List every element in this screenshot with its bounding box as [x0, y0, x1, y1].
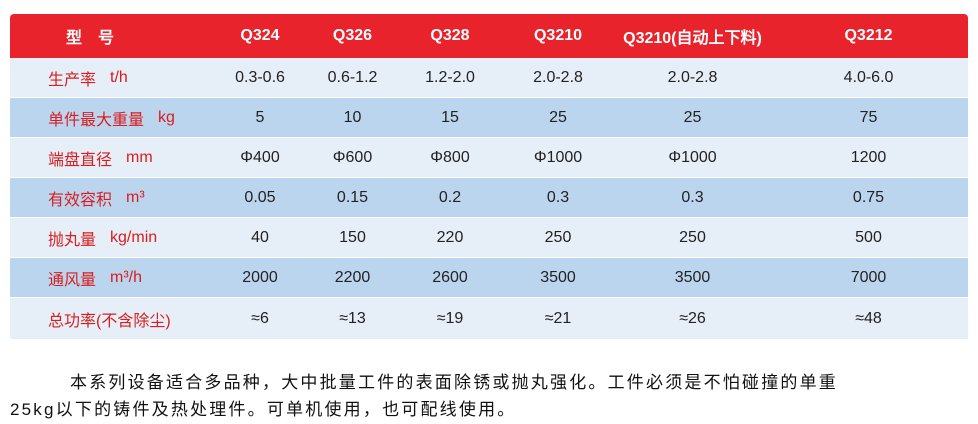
- cell: 500: [855, 229, 882, 246]
- row-label: 端盘直径 mm: [10, 138, 215, 178]
- cell: 75: [859, 109, 878, 126]
- cell: 15: [441, 109, 459, 126]
- description-line: 25kg以下的铸件及热处理件。可单机使用，也可配线使用。: [10, 400, 517, 419]
- row-label: 有效容积 m³: [10, 178, 215, 218]
- cell: 25: [549, 109, 567, 126]
- cell: 40: [251, 229, 269, 246]
- cell: ≈19: [436, 310, 464, 327]
- cell: 150: [339, 229, 366, 246]
- cell: 3500: [540, 269, 576, 286]
- cell: ≈21: [544, 310, 572, 327]
- cell: Φ1000: [668, 149, 717, 166]
- cell: 250: [544, 229, 572, 246]
- table-row: [10, 58, 968, 98]
- description-line: 本系列设备适合多品种，大中批量工件的表面除锈或抛丸强化。工件必须是不怕碰撞的单重: [70, 373, 838, 392]
- cell: ≈13: [339, 310, 366, 327]
- cell: 2600: [432, 269, 468, 286]
- header-cell: 型 号: [66, 30, 115, 47]
- cell: 2.0-2.8: [533, 69, 583, 86]
- cell: 0.3-0.6: [235, 69, 285, 86]
- table-row: [10, 298, 968, 340]
- unit-text: mm: [126, 149, 153, 166]
- header-cell: Q326: [332, 27, 373, 44]
- cell: Φ800: [430, 149, 470, 166]
- header-cell: Q3212: [844, 27, 893, 44]
- label-text: 生产率: [48, 72, 97, 89]
- cell: 0.15: [336, 189, 369, 206]
- cell: 2000: [242, 269, 278, 286]
- cell: ≈26: [679, 310, 706, 327]
- table-row: [10, 138, 968, 178]
- label-text: 单件最大重量: [48, 112, 145, 129]
- cell: Φ1000: [533, 149, 583, 166]
- cell: 7000: [850, 269, 887, 286]
- cell: 0.75: [852, 189, 885, 206]
- cell: 250: [679, 229, 706, 246]
- cell: 2.0-2.8: [667, 69, 718, 86]
- cell: 1.2-2.0: [425, 69, 475, 86]
- unit-text: kg: [158, 109, 175, 126]
- row-label: 单件最大重量 kg: [10, 98, 215, 138]
- cell: 0.3: [681, 189, 704, 206]
- cell: ≈6: [251, 310, 269, 327]
- row-label: 总功率(不含除尘): [10, 298, 215, 340]
- table-row: [10, 258, 968, 298]
- cell: 3500: [674, 269, 711, 286]
- cell: ≈48: [855, 310, 882, 327]
- cell: 5: [255, 109, 265, 126]
- cell: 0.05: [244, 189, 276, 206]
- unit-text: m³: [126, 189, 145, 206]
- table-row: [10, 98, 968, 138]
- label-text: 抛丸量: [48, 232, 97, 249]
- row-label: 通风量 m³/h: [10, 258, 215, 298]
- table-row: [10, 178, 968, 218]
- cell: 4.0-6.0: [843, 69, 894, 86]
- header-cell: Q328: [430, 27, 470, 44]
- unit-text: m³/h: [110, 269, 143, 286]
- header-row: [10, 14, 968, 58]
- cell: 0.6-1.2: [327, 69, 378, 86]
- cell: Φ600: [332, 149, 373, 166]
- header-cell: Q3210: [533, 27, 583, 44]
- cell: 1200: [850, 149, 887, 166]
- table-row: [10, 218, 968, 258]
- header-cell: Q324: [240, 27, 280, 44]
- label-text: 总功率(不含除尘): [48, 313, 171, 330]
- label-text: 端盘直径: [48, 152, 113, 169]
- row-label: 抛丸量 kg/min: [10, 218, 215, 258]
- cell: 220: [436, 229, 464, 246]
- row-label: 生产率 t/h: [10, 58, 215, 98]
- label-text: 通风量: [48, 272, 97, 289]
- cell: 0.2: [438, 189, 462, 206]
- cell: Φ400: [240, 149, 280, 166]
- cell: 0.3: [546, 189, 570, 206]
- header-cell: Q3210(自动上下料): [623, 30, 762, 47]
- label-text: 有效容积: [48, 192, 113, 209]
- unit-text: kg/min: [110, 229, 158, 246]
- unit-text: t/h: [110, 69, 128, 86]
- cell: 10: [343, 109, 362, 126]
- cell: 2200: [334, 269, 371, 286]
- cell: 25: [683, 109, 702, 126]
